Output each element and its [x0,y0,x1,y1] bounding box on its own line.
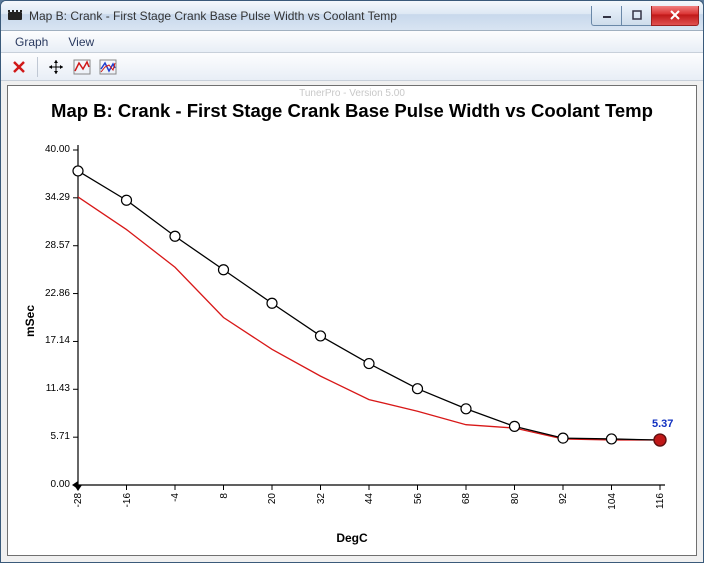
x-tick-label: -16 [122,479,133,493]
toolbar [1,53,703,81]
x-tick-label: 20 [267,482,278,493]
x-tick-label: 56 [413,482,424,493]
maximize-button[interactable] [621,6,651,26]
x-tick-label: 92 [558,482,569,493]
toolbar-close-x-button[interactable] [7,56,31,78]
x-tick-label: 68 [461,482,472,493]
close-x-icon [11,59,27,75]
app-icon [7,8,23,24]
menubar: Graph View [1,31,703,53]
x-tick-label: 8 [219,487,230,493]
x-tick-label: -4 [170,484,181,493]
close-button[interactable] [651,6,699,26]
window-buttons [591,6,699,26]
app-window: Map B: Crank - First Stage Crank Base Pu… [0,0,704,563]
highlight-point-label: 5.37 [652,418,673,430]
toolbar-target-button[interactable] [44,56,68,78]
client-area: TunerPro - Version 5.00 Map B: Crank - F… [1,81,703,562]
wave1-icon [73,59,91,75]
x-tick-label: -28 [73,479,84,493]
chart-plot[interactable] [8,86,696,555]
y-tick-label: 34.29 [45,192,70,203]
y-tick-label: 40.00 [45,144,70,155]
menu-graph[interactable]: Graph [5,33,58,51]
y-tick-label: 17.14 [45,335,70,346]
x-tick-label: 80 [510,482,521,493]
toolbar-separator [37,57,38,77]
x-tick-label: 32 [316,482,327,493]
chart-frame[interactable]: TunerPro - Version 5.00 Map B: Crank - F… [7,85,697,556]
target-icon [48,59,64,75]
x-tick-label: 104 [607,476,618,493]
minimize-button[interactable] [591,6,621,26]
y-tick-label: 5.71 [51,431,70,442]
toolbar-wave1-button[interactable] [70,56,94,78]
x-tick-label: 116 [655,477,666,493]
menu-view[interactable]: View [58,33,104,51]
titlebar[interactable]: Map B: Crank - First Stage Crank Base Pu… [1,1,703,31]
wave2-icon [99,59,117,75]
y-tick-label: 28.57 [45,240,70,251]
x-tick-label: 44 [364,482,375,493]
y-tick-label: 11.43 [46,383,70,394]
y-tick-label: 0.00 [51,479,70,490]
y-tick-label: 22.86 [45,288,70,299]
toolbar-wave2-button[interactable] [96,56,120,78]
window-title: Map B: Crank - First Stage Crank Base Pu… [29,9,591,23]
